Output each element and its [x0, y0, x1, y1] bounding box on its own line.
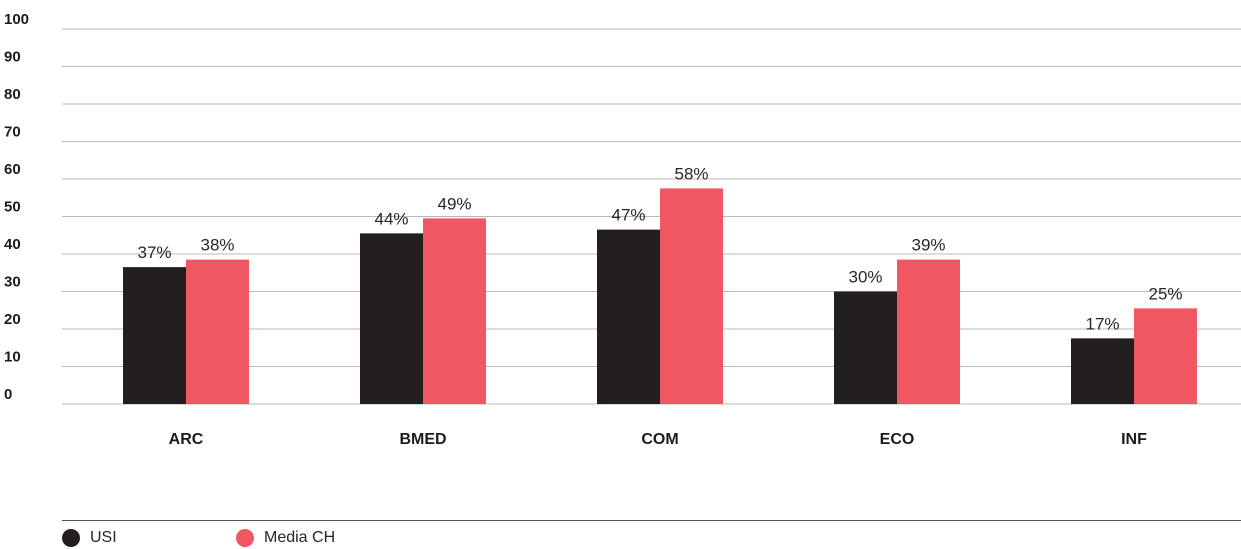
data-label: 38% — [200, 236, 234, 255]
legend-label-media-ch: Media CH — [264, 529, 336, 546]
legend-item-media-ch: Media CH — [236, 529, 335, 547]
x-tick-label: ARC — [169, 431, 204, 448]
data-label: 39% — [911, 236, 945, 255]
x-tick-label: BMED — [399, 431, 446, 448]
data-label: 25% — [1148, 284, 1182, 303]
data-labels: 37% 38% 44% 49% 47% 58% 30% 39% 17% 25% — [137, 164, 1182, 333]
bar-usi-arc — [123, 267, 186, 404]
legend-label-usi: USI — [90, 529, 117, 546]
data-label: 49% — [437, 194, 471, 213]
data-label: 17% — [1085, 314, 1119, 333]
legend-swatch-usi — [62, 529, 80, 547]
data-label: 58% — [674, 164, 708, 183]
x-tick-label: ECO — [880, 431, 915, 448]
data-label: 44% — [374, 209, 408, 228]
data-label: 37% — [137, 243, 171, 262]
y-tick-label: 50 — [4, 199, 21, 216]
x-tick-label: INF — [1121, 431, 1147, 448]
y-tick-label: 100 — [4, 11, 29, 28]
legend-item-usi: USI — [62, 529, 117, 547]
bar-media-ch-bmed — [423, 218, 486, 404]
bar-media-ch-inf — [1134, 308, 1197, 404]
y-tick-label: 20 — [4, 311, 21, 328]
y-axis-ticks: 0 10 20 30 40 50 60 70 80 90 100 — [4, 11, 29, 403]
y-tick-label: 90 — [4, 49, 21, 66]
y-tick-label: 0 — [4, 386, 12, 403]
data-label: 47% — [611, 206, 645, 225]
bar-usi-bmed — [360, 233, 423, 404]
legend: USI Media CH — [62, 520, 1241, 549]
bars — [123, 188, 1197, 404]
y-tick-label: 40 — [4, 236, 21, 253]
bar-usi-eco — [834, 291, 897, 404]
y-tick-label: 10 — [4, 349, 21, 366]
bar-usi-inf — [1071, 338, 1134, 404]
x-axis-ticks: ARC BMED COM ECO INF — [169, 431, 1147, 448]
bar-usi-com — [597, 229, 660, 404]
y-tick-label: 60 — [4, 161, 21, 178]
x-tick-label: COM — [641, 431, 678, 448]
bar-media-ch-com — [660, 188, 723, 404]
legend-swatch-media-ch — [236, 529, 254, 547]
y-tick-label: 80 — [4, 86, 21, 103]
bar-media-ch-arc — [186, 259, 249, 404]
data-label: 30% — [848, 268, 882, 287]
bar-media-ch-eco — [897, 259, 960, 404]
y-tick-label: 30 — [4, 274, 21, 291]
y-tick-label: 70 — [4, 124, 21, 141]
